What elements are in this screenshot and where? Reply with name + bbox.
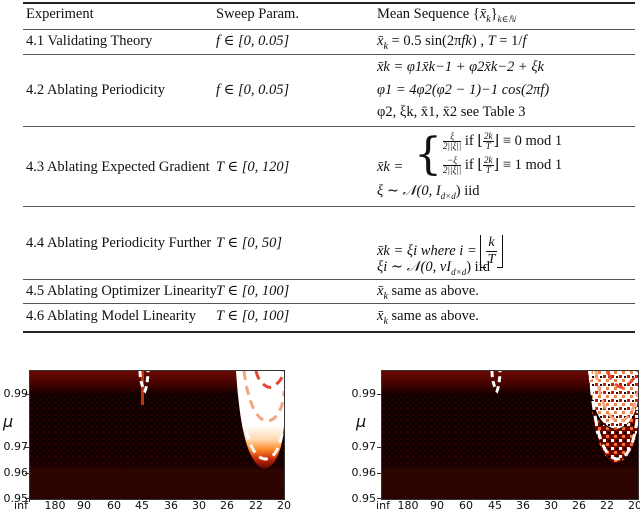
row-rule: [23, 126, 635, 127]
y-tick: 0.95: [351, 492, 377, 505]
row-4-2-experiment: 4.2 Ablating Periodicity: [26, 82, 165, 98]
row-4-5-experiment: 4.5 Ablating Optimizer Linearity: [26, 283, 217, 299]
row-4-3-case1: ξ 2||ξ|| if ⌊ 2k T ⌋ ≡ 0 mod 1: [443, 131, 563, 151]
row-4-3-noise: ξ ∼ 𝒩(0, Id×d) iid: [377, 183, 480, 201]
x-tick: 45: [488, 499, 502, 512]
x-tick: 26: [572, 499, 586, 512]
y-axis-label: μ: [356, 412, 367, 431]
x-tick: 60: [107, 499, 121, 512]
row-rule: [23, 206, 635, 207]
header-rule: [23, 29, 635, 30]
row-4-4-sweep: T ∈ [0, 50]: [216, 235, 283, 251]
y-tick: 0.97: [351, 440, 377, 453]
row-4-5-sequence: x̄k same as above.: [377, 283, 479, 302]
row-4-4-sequence-line2: ξi ∼ 𝒩(0, vId×d) iid: [377, 259, 490, 277]
piecewise-brace: {: [414, 129, 442, 180]
x-tick: 22: [600, 499, 614, 512]
y-tick: 0.99: [3, 387, 29, 400]
header-mean-sequence: Mean Sequence {x̄k}k∈ℕ: [377, 6, 516, 25]
x-tick: 90: [430, 499, 444, 512]
row-4-3-experiment: 4.3 Ablating Expected Gradient: [26, 159, 210, 175]
row-4-5-sweep: T ∈ [0, 100]: [216, 283, 290, 299]
x-tick: 60: [459, 499, 473, 512]
row-4-2-sweep: f ∈ [0, 0.05]: [216, 82, 290, 98]
x-tick: 26: [220, 499, 234, 512]
row-4-2-sequence-line1: x̄k = φ1x̄k−1 + φ2x̄k−2 + ξk: [377, 59, 544, 75]
x-tick: 36: [516, 499, 530, 512]
row-4-6-sequence: x̄k same as above.: [377, 308, 479, 327]
y-tick: 0.99: [351, 387, 377, 400]
x-tick: 22: [249, 499, 263, 512]
row-rule: [23, 279, 635, 280]
y-tick: 0.96: [351, 466, 377, 479]
header-sweep-param: Sweep Param.: [216, 6, 299, 22]
row-4-1-experiment: 4.1 Validating Theory: [26, 33, 153, 49]
heatmap-left-canvas: [29, 370, 285, 500]
x-tick: 45: [135, 499, 149, 512]
x-tick: 20: [628, 499, 640, 512]
row-4-2-sequence-line3: φ2, ξk, x̄1, x̄2 see Table 3: [377, 104, 526, 120]
y-tick: 0.96: [3, 466, 29, 479]
table-bottom-rule: [23, 331, 635, 333]
x-tick: 20: [277, 499, 291, 512]
row-4-1-sequence: x̄k = 0.5 sin(2πfk) , T = 1/f: [377, 33, 527, 52]
header-experiment: Experiment: [26, 6, 94, 22]
x-tick: inf: [376, 499, 390, 512]
x-tick: 30: [192, 499, 206, 512]
x-tick: 180: [397, 499, 419, 512]
row-4-3-case2: −ξ 2||ξ|| if ⌊ 2k T ⌋ ≡ 1 mod 1: [443, 155, 563, 175]
heatmap-right-canvas: [381, 370, 639, 500]
row-4-2-sequence-line2: φ1 = 4φ2(φ2 − 1)−1 cos(2πf): [377, 82, 550, 98]
y-tick: 0.97: [3, 440, 29, 453]
x-tick: 36: [164, 499, 178, 512]
row-4-6-sweep: T ∈ [0, 100]: [216, 308, 290, 324]
row-rule: [23, 54, 635, 55]
table-top-rule: [23, 2, 635, 4]
x-tick: 180: [44, 499, 66, 512]
y-axis-label: μ: [3, 412, 14, 431]
row-4-1-sweep: f ∈ [0, 0.05]: [216, 33, 290, 49]
row-4-4-experiment: 4.4 Ablating Periodicity Further: [26, 235, 212, 251]
row-4-3-sweep: T ∈ [0, 120]: [216, 159, 290, 175]
x-tick: 90: [77, 499, 91, 512]
row-4-3-lhs: x̄k =: [377, 159, 404, 175]
x-tick: inf: [14, 499, 28, 512]
row-4-6-experiment: 4.6 Ablating Model Linearity: [26, 308, 196, 324]
x-tick: 30: [544, 499, 558, 512]
y-tick: 0.95: [3, 492, 29, 505]
row-rule: [23, 303, 635, 304]
